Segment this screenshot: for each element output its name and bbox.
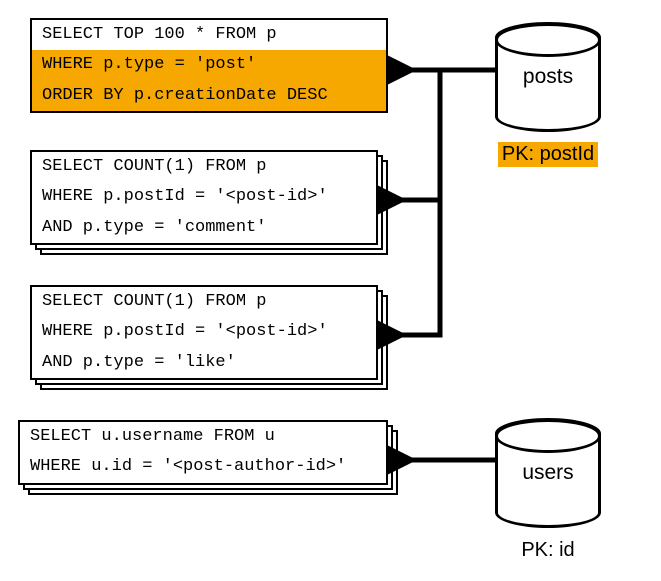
arrow [392, 70, 495, 200]
database-label: posts [523, 65, 573, 89]
cylinder-icon: users [495, 418, 601, 528]
query-box-3: SELECT COUNT(1) FROM pWHERE p.postId = '… [30, 285, 378, 380]
query-stack-3: SELECT COUNT(1) FROM pWHERE p.postId = '… [30, 285, 378, 380]
sql-line: ORDER BY p.creationDate DESC [32, 81, 386, 111]
sql-line: WHERE u.id = '<post-author-id>' [20, 452, 386, 482]
cylinder-icon: posts [495, 22, 601, 132]
database-posts: posts PK: postId [495, 22, 601, 167]
sql-line: SELECT COUNT(1) FROM p [32, 152, 376, 182]
sql-line: SELECT TOP 100 * FROM p [32, 20, 386, 50]
sql-line: WHERE p.postId = '<post-id>' [32, 182, 376, 212]
sql-line: SELECT COUNT(1) FROM p [32, 287, 376, 317]
query-box-1: SELECT TOP 100 * FROM pWHERE p.type = 'p… [30, 18, 388, 113]
pk-label-posts: PK: postId [498, 142, 598, 167]
query-box-2: SELECT COUNT(1) FROM pWHERE p.postId = '… [30, 150, 378, 245]
sql-line: AND p.type = 'like' [32, 348, 376, 378]
sql-line: WHERE p.type = 'post' [32, 50, 386, 80]
query-stack-2: SELECT COUNT(1) FROM pWHERE p.postId = '… [30, 150, 378, 245]
database-label: users [522, 461, 573, 485]
sql-line: WHERE p.postId = '<post-id>' [32, 317, 376, 347]
arrow [392, 70, 495, 335]
sql-line: SELECT u.username FROM u [20, 422, 386, 452]
query-box-4: SELECT u.username FROM uWHERE u.id = '<p… [18, 420, 388, 485]
pk-label-users: PK: id [517, 538, 578, 563]
query-stack-4: SELECT u.username FROM uWHERE u.id = '<p… [18, 420, 388, 485]
database-users: users PK: id [495, 418, 601, 563]
sql-line: AND p.type = 'comment' [32, 213, 376, 243]
